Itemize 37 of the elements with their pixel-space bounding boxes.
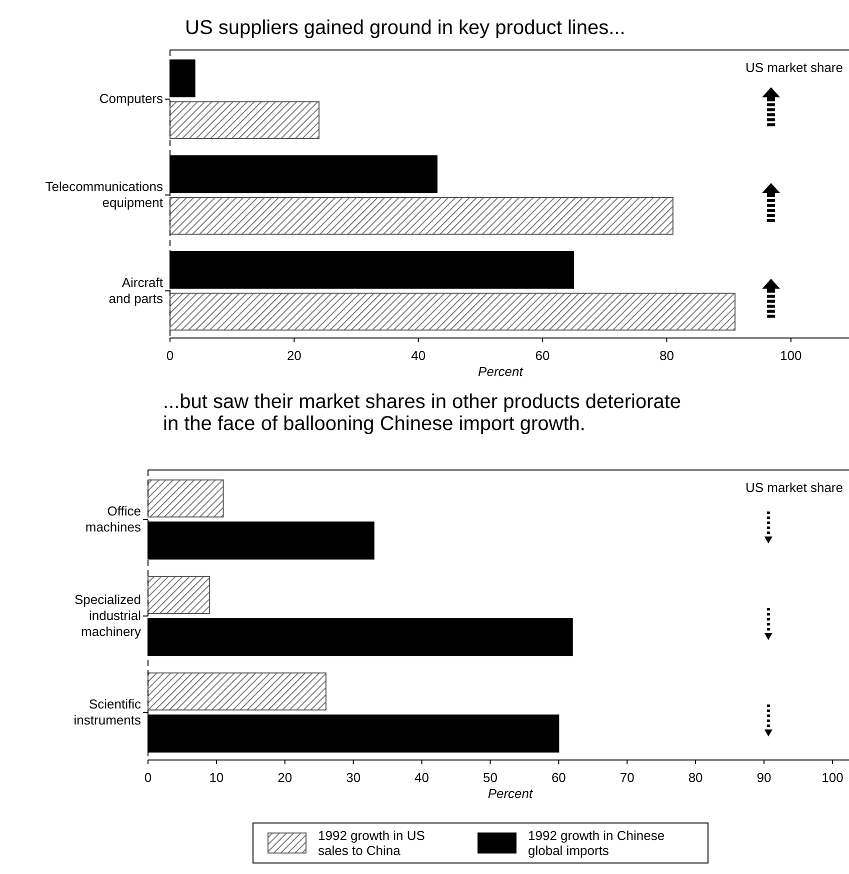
x-tick-label: 70	[620, 770, 634, 785]
bar	[170, 292, 736, 331]
x-tick-label: 0	[166, 348, 174, 363]
chart-title: ...but saw their market shares in other products deteriorate in the face of ballooning Chinese import growth.	[163, 391, 682, 435]
x-tick-label: 50	[483, 770, 498, 785]
legend-label: 1992 growth in Chinese global imports	[528, 828, 665, 858]
y-tick-label: Computers	[99, 91, 164, 106]
bar	[148, 672, 326, 710]
y-tick-label: Telecommunications equipment	[45, 179, 164, 210]
bar	[170, 101, 320, 139]
chart-title: US suppliers gained ground in key product lines...	[185, 17, 626, 39]
y-tick-label: Specialized industrial machinery	[74, 592, 142, 639]
x-tick-label: 80	[688, 770, 703, 785]
x-axis-title: Percent	[478, 364, 524, 379]
x-tick-label: 0	[144, 770, 152, 785]
x-tick-label: 40	[414, 770, 430, 785]
x-tick-label: 30	[346, 770, 361, 785]
bar	[148, 479, 224, 518]
legend-label: 1992 growth in US sales to China	[318, 828, 426, 858]
bar	[148, 576, 210, 614]
x-axis-title: Percent	[488, 786, 534, 801]
x-tick-label: 80	[659, 348, 674, 363]
y-tick-label: Aircraft and parts	[108, 274, 164, 306]
bar	[170, 197, 674, 235]
x-tick-label: 100	[822, 770, 844, 785]
x-tick-label: 100	[780, 348, 802, 363]
x-tick-label: 20	[278, 770, 292, 785]
x-tick-label: 60	[551, 770, 566, 785]
x-tick-label: 40	[411, 348, 426, 363]
x-tick-label: 20	[286, 348, 302, 363]
x-tick-label: 60	[535, 348, 550, 363]
y-tick-label: Scientific instruments	[74, 696, 142, 728]
y-tick-label: Office machines	[85, 503, 142, 534]
x-tick-label: 10	[209, 770, 224, 785]
x-tick-label: 90	[756, 770, 772, 785]
annotation: US market share	[745, 60, 843, 75]
annotation: US market share	[745, 480, 843, 495]
